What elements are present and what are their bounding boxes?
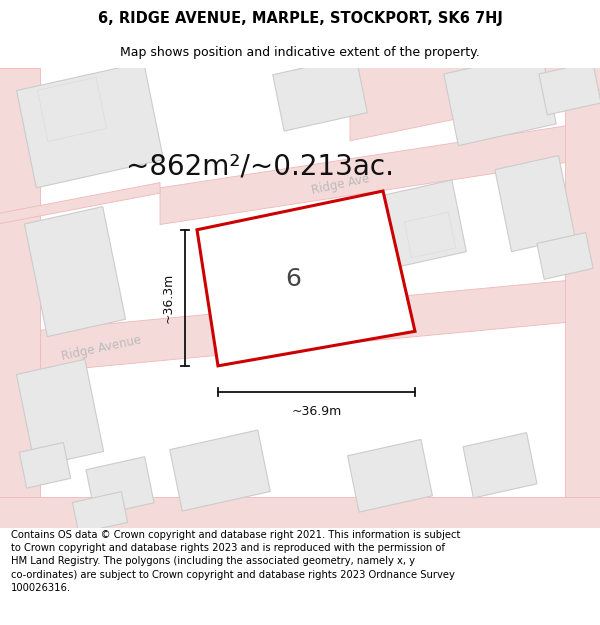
Text: ~862m²/~0.213ac.: ~862m²/~0.213ac. bbox=[126, 153, 394, 181]
Text: ~36.3m: ~36.3m bbox=[162, 272, 175, 323]
Polygon shape bbox=[16, 359, 104, 467]
Text: Ridge Ave: Ridge Ave bbox=[310, 173, 370, 198]
Polygon shape bbox=[37, 78, 107, 141]
Polygon shape bbox=[197, 191, 415, 366]
Text: ~36.9m: ~36.9m bbox=[292, 404, 341, 418]
Polygon shape bbox=[73, 492, 128, 533]
Polygon shape bbox=[0, 277, 600, 376]
Polygon shape bbox=[347, 439, 433, 512]
Polygon shape bbox=[565, 68, 600, 528]
Text: Contains OS data © Crown copyright and database right 2021. This information is : Contains OS data © Crown copyright and d… bbox=[11, 530, 460, 593]
Polygon shape bbox=[17, 62, 163, 188]
Polygon shape bbox=[273, 56, 367, 131]
Polygon shape bbox=[0, 68, 40, 528]
Polygon shape bbox=[374, 180, 466, 269]
Text: 6: 6 bbox=[285, 268, 301, 291]
Polygon shape bbox=[160, 120, 600, 224]
Polygon shape bbox=[0, 497, 600, 528]
Polygon shape bbox=[444, 52, 556, 146]
Text: Map shows position and indicative extent of the property.: Map shows position and indicative extent… bbox=[120, 46, 480, 59]
Polygon shape bbox=[86, 457, 154, 516]
Polygon shape bbox=[19, 442, 71, 488]
Polygon shape bbox=[537, 232, 593, 279]
Polygon shape bbox=[404, 212, 455, 258]
Polygon shape bbox=[539, 62, 600, 115]
Polygon shape bbox=[495, 156, 575, 252]
Polygon shape bbox=[350, 68, 600, 141]
Polygon shape bbox=[0, 182, 160, 224]
Polygon shape bbox=[25, 207, 125, 337]
Polygon shape bbox=[170, 430, 270, 511]
Text: Ridge Avenue: Ridge Avenue bbox=[60, 333, 142, 363]
Polygon shape bbox=[463, 432, 537, 498]
Text: 6, RIDGE AVENUE, MARPLE, STOCKPORT, SK6 7HJ: 6, RIDGE AVENUE, MARPLE, STOCKPORT, SK6 … bbox=[98, 11, 502, 26]
